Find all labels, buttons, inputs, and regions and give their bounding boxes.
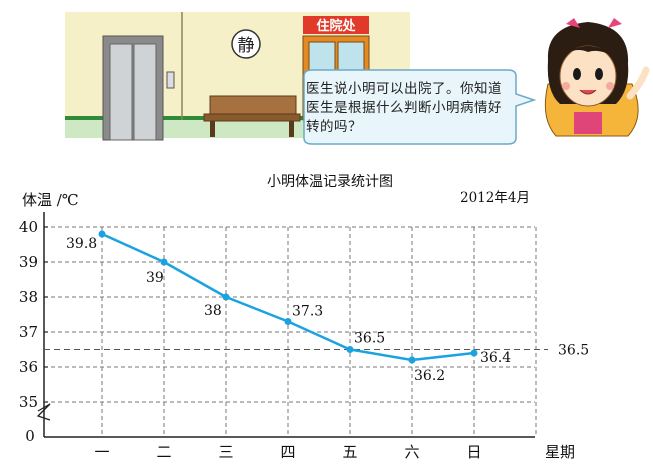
y-zero-label: 0: [25, 427, 35, 445]
grid: [44, 226, 537, 437]
x-tick-label: 二: [156, 443, 171, 461]
bench-seat: [203, 113, 301, 122]
axis-break-mark: [36, 403, 51, 421]
y-tick-labels: 40 39 38 37 36 35: [19, 218, 48, 411]
data-labels: 39.8 39 38 37.3 36.5 36.2 36.4: [66, 236, 511, 384]
x-axis-label: 星期: [545, 443, 575, 461]
data-point: [346, 346, 354, 353]
chart-date: 2012年4月: [460, 190, 530, 206]
x-tick-label: 日: [466, 443, 481, 461]
axes: [36, 212, 535, 438]
elevator-button: [166, 71, 175, 89]
data-point: [222, 293, 230, 301]
data-label: 39: [146, 270, 164, 286]
x-tick-label: 四: [280, 443, 295, 461]
data-label: 37.3: [292, 304, 323, 320]
data-label: 36.2: [414, 368, 445, 384]
reference-line-label: 36.5: [558, 343, 589, 359]
data-label: 36.5: [354, 331, 385, 347]
reference-line-group: 36.5: [44, 343, 589, 359]
x-tick-labels: 一二三四五六日: [94, 443, 481, 461]
data-point: [160, 258, 168, 266]
ward-sign: [303, 16, 369, 34]
hospital-illustration: 静 住院处: [65, 12, 650, 145]
data-label: 38: [204, 303, 222, 319]
x-tick-label: 一: [94, 443, 109, 461]
quiet-sign-text: 静: [238, 36, 255, 56]
bench-leg: [289, 121, 294, 137]
x-tick-label: 三: [218, 443, 233, 461]
data-point: [98, 230, 106, 238]
y-tick-label: 36: [19, 358, 38, 376]
data-label: 36.4: [480, 350, 511, 366]
x-tick-label: 五: [342, 443, 357, 461]
x-tick-label: 六: [404, 443, 419, 461]
y-tick-label: 35: [19, 393, 38, 411]
y-tick-label: 38: [19, 288, 38, 306]
elevator-door-right: [133, 43, 157, 141]
data-label: 39.8: [66, 236, 97, 252]
y-tick-label: 37: [19, 323, 38, 341]
data-point: [408, 356, 416, 364]
y-tick-label: 39: [19, 253, 38, 271]
elevator-door-left: [109, 43, 133, 141]
data-point: [470, 349, 478, 357]
chart-title: 小明体温记录统计图: [267, 173, 393, 189]
girl-character: [544, 18, 650, 137]
ward-sign-text: 住院处: [316, 18, 356, 34]
bench-leg: [210, 121, 215, 137]
temperature-series: [98, 230, 478, 364]
speech-bubble: [303, 69, 537, 145]
data-point: [284, 318, 292, 325]
y-tick-label: 40: [19, 218, 38, 236]
quiet-sign: [231, 29, 261, 59]
y-axis-label: 体温 /℃: [22, 191, 79, 209]
speech-bubble-text: 医生说小明可以出院了。你知道医生是根据什么判断小明病情好转的吗？: [306, 81, 502, 135]
